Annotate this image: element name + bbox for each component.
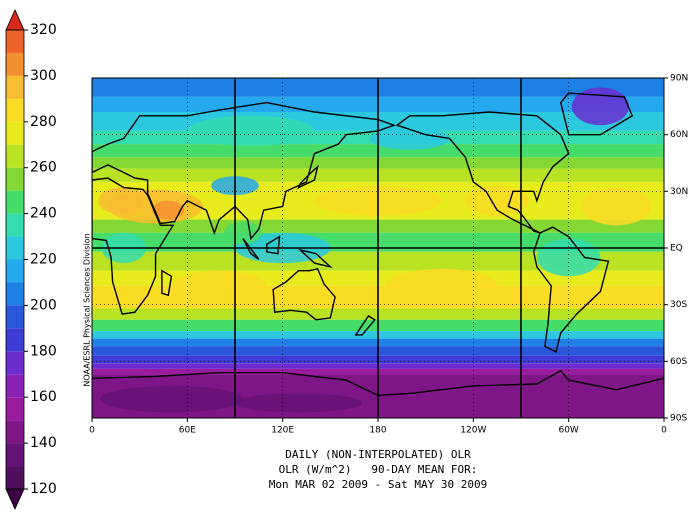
coastline — [92, 101, 396, 241]
field-blob — [98, 187, 143, 214]
x-tick-label: 0 — [89, 426, 95, 436]
colorbar-segment — [6, 420, 24, 444]
x-tick-label: 60E — [179, 426, 196, 436]
field-blob — [581, 187, 652, 226]
colorbar-segment — [6, 121, 24, 145]
y-tick-label: 90N — [670, 74, 688, 84]
field-blob — [171, 270, 267, 301]
colorbar-segment — [6, 259, 24, 283]
coastline — [297, 164, 319, 189]
coastlines — [92, 92, 664, 397]
x-tick-label: 180 — [369, 426, 386, 436]
colorbar-segment — [6, 328, 24, 352]
y-tick-label: EQ — [670, 244, 683, 254]
coastline — [395, 111, 570, 234]
colorbar-segment — [6, 282, 24, 306]
y-tick-label: 90S — [670, 414, 687, 424]
x-tick-label: 0 — [661, 426, 667, 436]
caption-line: OLR (W/m^2) 90-DAY MEAN FOR: — [279, 463, 478, 476]
coastline — [354, 315, 376, 336]
caption-line: DAILY (NON-INTERPOLATED) OLR — [285, 448, 471, 461]
colorbar-segment — [6, 351, 24, 375]
coastline — [242, 238, 260, 260]
colorbar: 120 140 160 180 200 220 240 260 280 300 320 — [5, 9, 57, 510]
colorbar-segment — [6, 213, 24, 237]
map-frame — [91, 77, 665, 419]
colorbar-tick-label: 280 — [30, 114, 57, 130]
colorbar-tick-label: 240 — [30, 206, 57, 222]
colorbar-tick-label: 200 — [30, 297, 57, 313]
colorbar-tick-label: 320 — [30, 22, 57, 38]
y-tick-label: 60N — [670, 130, 688, 140]
field-blob — [223, 221, 263, 245]
colorbar-tick-label: 180 — [30, 343, 57, 359]
coastline — [92, 177, 175, 315]
x-tick-label: 60W — [558, 426, 578, 436]
colorbar-segment — [6, 443, 24, 467]
colorbar-segment — [6, 52, 24, 76]
colorbar-under — [5, 488, 25, 510]
colorbar-over — [5, 9, 25, 31]
colorbar-segment — [6, 167, 24, 191]
y-tick-label: 30N — [670, 187, 688, 197]
colorbar-tick-label: 260 — [30, 160, 57, 176]
y-tick-label: 60S — [670, 357, 687, 367]
colorbar-segment — [6, 75, 24, 99]
coastline — [297, 248, 333, 269]
colorbar-segment — [6, 190, 24, 214]
coastline — [161, 269, 173, 297]
field-blob — [152, 200, 185, 220]
x-tick-label: 120W — [460, 426, 486, 436]
x-tick-label: 120E — [271, 426, 294, 436]
field-blob — [99, 385, 243, 413]
colorbar-segment — [6, 236, 24, 260]
colorbar-segment — [6, 397, 24, 421]
caption-line: Mon MAR 02 2009 - Sat MAY 30 2009 — [269, 478, 488, 491]
colorbar-segment — [6, 144, 24, 168]
colorbar-segment — [6, 305, 24, 329]
field-blob — [385, 268, 498, 303]
colorbar-tick-label: 300 — [30, 68, 57, 84]
colorbar-segment — [6, 98, 24, 122]
colorbar-segment — [6, 30, 24, 53]
colorbar-segment — [6, 466, 24, 489]
colorbar-segment — [6, 374, 24, 398]
colorbar-tick-label: 220 — [30, 252, 57, 268]
colorbar-tick-label: 160 — [30, 389, 57, 405]
field-blob — [234, 393, 363, 413]
field-blob — [187, 115, 315, 146]
colorbar-tick-label: 140 — [30, 435, 57, 451]
colorbar-tick-label: 120 — [30, 481, 57, 497]
coastline — [92, 369, 664, 397]
credit: NOAA/ESRL Physical Sciences Division — [83, 233, 92, 386]
field-blob — [571, 87, 630, 126]
y-tick-label: 30S — [670, 300, 687, 310]
coastline — [272, 267, 336, 321]
field-blob — [370, 127, 450, 150]
coastline — [532, 226, 610, 353]
coastline — [266, 235, 281, 255]
